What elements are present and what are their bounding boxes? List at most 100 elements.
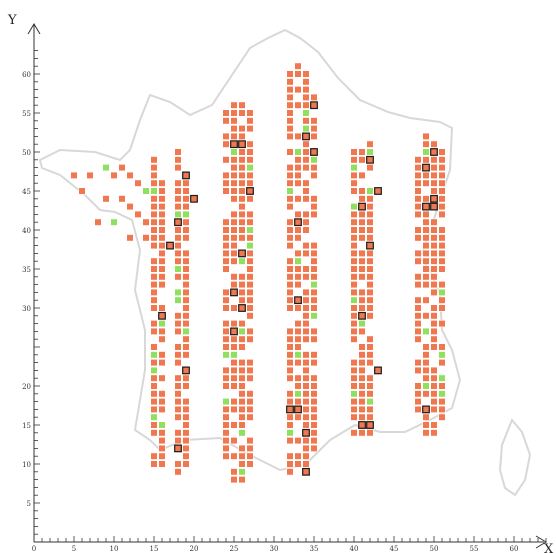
data-point <box>246 390 254 398</box>
data-point <box>150 226 158 234</box>
data-point <box>102 164 110 172</box>
data-point <box>294 343 302 351</box>
data-point <box>150 171 158 180</box>
data-point <box>438 296 446 304</box>
data-point <box>422 390 430 398</box>
data-point <box>238 421 246 429</box>
data-point <box>302 319 310 328</box>
data-point <box>246 273 254 281</box>
data-point <box>350 249 358 258</box>
data-point <box>438 195 446 203</box>
data-point <box>366 164 374 172</box>
data-point <box>302 460 310 468</box>
data-point <box>182 351 190 359</box>
data-point <box>294 148 302 156</box>
data-point <box>158 358 166 367</box>
data-point <box>150 390 158 398</box>
data-point <box>302 101 310 109</box>
data-point <box>238 460 246 468</box>
data-point <box>230 156 238 164</box>
data-point <box>310 288 318 297</box>
data-point <box>294 327 302 336</box>
data-point <box>238 288 246 297</box>
data-point <box>430 374 438 382</box>
data-point <box>422 210 430 219</box>
data-point <box>422 343 430 351</box>
data-point <box>422 265 430 273</box>
data-point <box>358 327 366 336</box>
data-point <box>238 382 246 390</box>
data-point <box>246 109 254 117</box>
data-point <box>358 358 366 367</box>
data-point <box>414 312 422 320</box>
data-point <box>294 234 302 242</box>
data-point <box>422 280 430 289</box>
data-point <box>302 179 310 187</box>
data-point <box>238 335 246 343</box>
x-tick-label: 15 <box>150 545 159 553</box>
data-point <box>238 273 246 281</box>
highlighted-point <box>190 194 198 203</box>
data-point <box>310 421 318 429</box>
x-tick-label: 5 <box>72 545 76 553</box>
data-point <box>438 358 446 367</box>
data-point <box>230 358 238 367</box>
data-point <box>302 327 310 336</box>
data-point <box>246 195 254 203</box>
data-point <box>350 187 358 195</box>
data-point <box>358 366 366 375</box>
data-point <box>174 242 182 250</box>
y-tick-label: 30 <box>22 305 31 313</box>
data-point <box>366 351 374 359</box>
data-point <box>366 343 374 351</box>
data-point <box>366 374 374 382</box>
data-point <box>246 242 254 250</box>
data-point <box>238 156 246 164</box>
data-point <box>182 187 190 195</box>
data-point <box>150 397 158 406</box>
data-point <box>294 226 302 234</box>
data-point <box>150 179 158 187</box>
data-point <box>366 296 374 304</box>
data-point <box>414 405 422 414</box>
data-point <box>158 304 166 312</box>
data-point <box>158 280 166 289</box>
data-point <box>238 210 246 219</box>
data-point <box>350 335 358 343</box>
data-point <box>414 296 422 304</box>
data-point <box>422 413 430 421</box>
data-point <box>126 171 134 180</box>
data-point <box>366 382 374 390</box>
data-point <box>102 195 110 203</box>
data-point <box>174 312 182 320</box>
data-point <box>302 405 310 414</box>
data-point <box>238 187 246 195</box>
data-point <box>302 436 310 445</box>
data-point <box>430 280 438 289</box>
data-point <box>422 296 430 304</box>
data-point <box>286 343 294 351</box>
data-point <box>310 132 318 141</box>
france-outline <box>38 28 532 497</box>
data-point <box>238 203 246 211</box>
data-point <box>438 249 446 258</box>
data-point <box>438 148 446 156</box>
data-point <box>310 125 318 133</box>
data-point <box>286 335 294 343</box>
data-point <box>158 444 166 453</box>
data-point <box>70 171 78 180</box>
data-point <box>174 273 182 281</box>
data-point <box>182 429 190 437</box>
data-point <box>222 171 230 180</box>
data-point <box>310 444 318 453</box>
data-point <box>414 156 422 164</box>
x-tick-label: 45 <box>390 545 399 553</box>
data-point <box>246 335 254 343</box>
data-point <box>158 405 166 414</box>
data-point <box>438 304 446 312</box>
data-point <box>366 335 374 343</box>
data-point <box>158 226 166 234</box>
data-point <box>230 374 238 382</box>
data-point <box>302 273 310 281</box>
highlighted-point <box>430 148 438 156</box>
